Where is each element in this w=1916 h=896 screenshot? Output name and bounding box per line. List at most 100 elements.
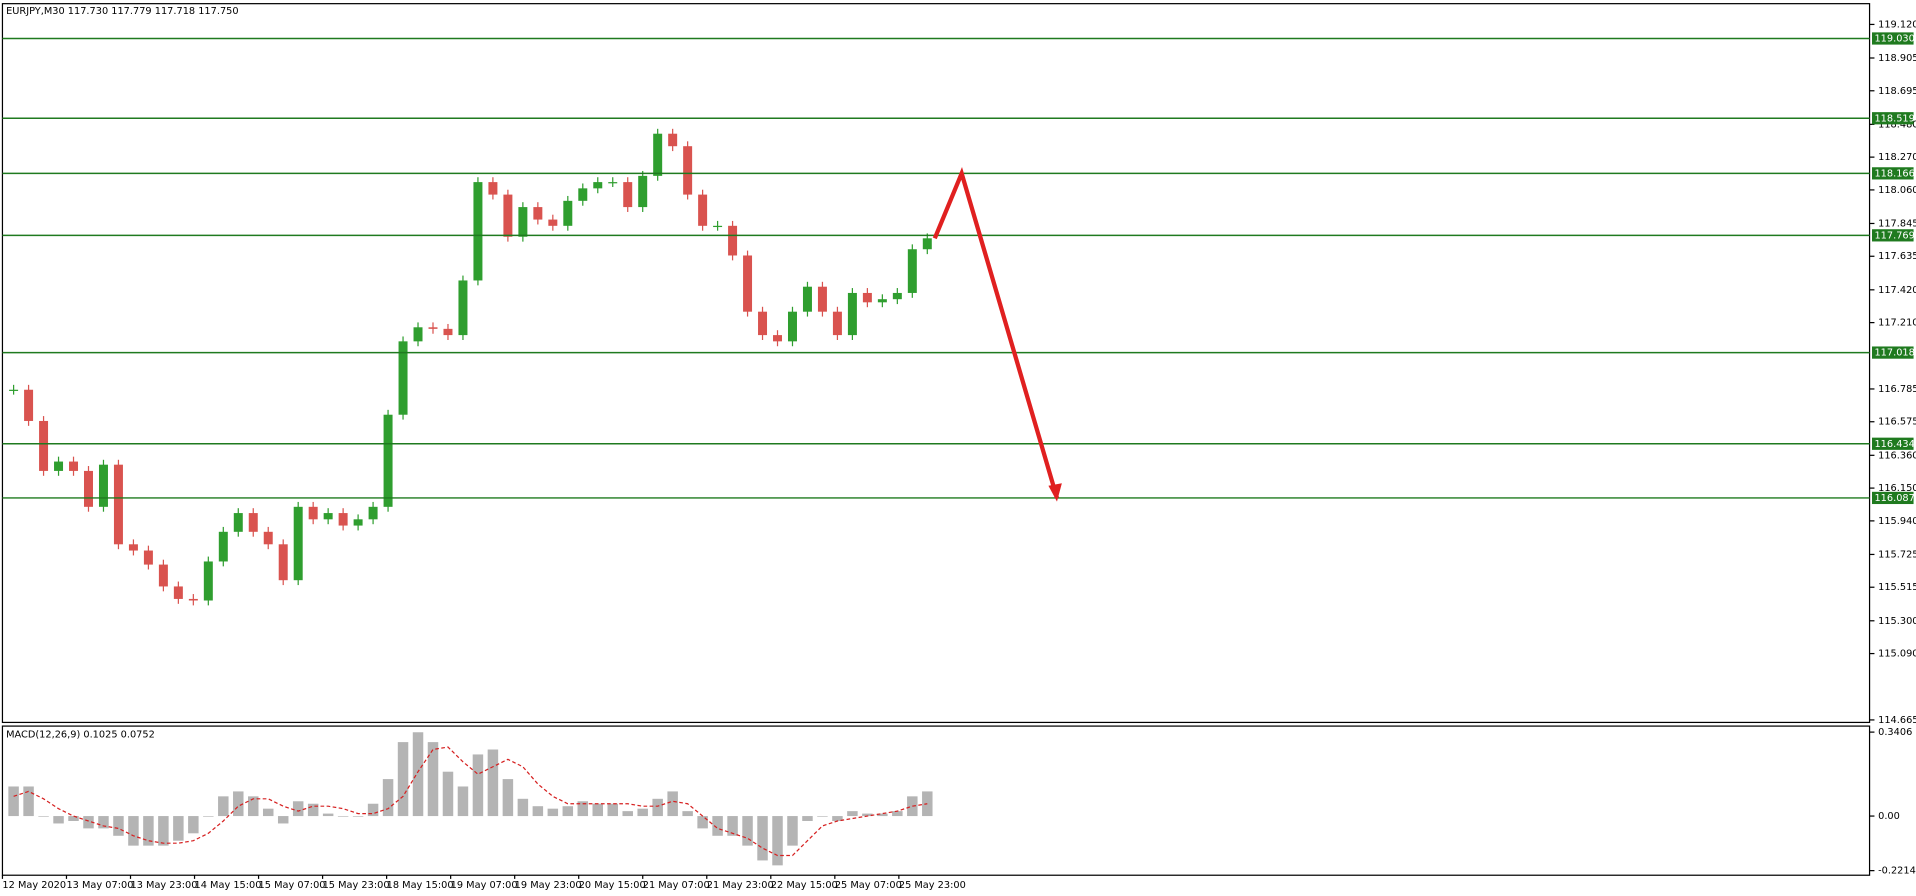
macd-bar — [128, 816, 139, 846]
chart-title: EURJPY,M30 117.730 117.779 117.718 117.7… — [6, 6, 238, 17]
macd-bar — [248, 796, 259, 817]
macd-bar — [817, 816, 828, 817]
macd-bar — [442, 771, 454, 817]
candle — [98, 464, 108, 507]
candle — [787, 311, 797, 342]
level-label: 116.434 — [1874, 439, 1914, 450]
candle — [188, 598, 198, 601]
candle — [158, 564, 168, 587]
macd-bar — [412, 732, 424, 817]
y-tick-label: 117.635 — [1878, 251, 1916, 262]
candle — [877, 299, 887, 303]
candle — [443, 328, 453, 336]
candle — [922, 238, 932, 250]
macd-bar — [68, 816, 79, 821]
y-tick-label: 118.270 — [1878, 152, 1916, 163]
candle — [113, 464, 123, 545]
candle — [383, 414, 393, 507]
y-tick-label: 116.785 — [1878, 384, 1916, 395]
macd-bar — [727, 816, 738, 836]
macd-bar — [577, 801, 589, 817]
candle — [758, 311, 768, 336]
candle — [368, 506, 378, 520]
candle — [892, 292, 902, 300]
y-tick-label: 117.420 — [1878, 285, 1916, 296]
y-tick-label: 117.210 — [1878, 318, 1916, 329]
macd-bar — [802, 816, 813, 821]
macd-bar — [592, 803, 604, 817]
price-panel — [1, 3, 1871, 724]
candle — [278, 544, 288, 581]
macd-bar — [292, 801, 304, 817]
y-tick-label: 119.120 — [1878, 19, 1916, 30]
macd-bar — [382, 779, 394, 817]
candle — [69, 461, 79, 471]
macd-bar — [8, 786, 19, 817]
candle — [623, 182, 633, 208]
candle — [143, 550, 153, 565]
candle — [338, 513, 348, 526]
candle — [743, 255, 753, 312]
candle — [353, 519, 363, 526]
macd-bar — [367, 803, 379, 817]
y-tick-label: 115.725 — [1878, 549, 1916, 560]
macd-title: MACD(12,26,9) 0.1025 0.0752 — [6, 730, 155, 741]
macd-bar — [397, 742, 409, 817]
macd-bar — [847, 811, 858, 817]
candle — [907, 249, 917, 293]
candle — [323, 513, 333, 520]
level-label: 118.519 — [1874, 113, 1914, 124]
y-tick-label: 114.665 — [1878, 715, 1916, 726]
candle — [713, 225, 723, 228]
macd-bar — [487, 749, 499, 817]
macd-bar — [307, 803, 319, 817]
x-tick-label: 14 May 15:00 — [195, 880, 262, 891]
macd-bar — [502, 779, 514, 817]
level-badge — [1872, 229, 1914, 242]
x-tick-label: 19 May 23:00 — [515, 880, 582, 891]
candle — [458, 280, 468, 336]
candle — [832, 311, 842, 336]
candle — [263, 531, 273, 545]
y-tick-label: 116.360 — [1878, 450, 1916, 461]
candle — [54, 461, 64, 471]
candle — [248, 513, 258, 532]
candle — [293, 506, 303, 581]
macd-bar — [53, 816, 64, 824]
candle — [593, 182, 603, 189]
level-badge — [1872, 491, 1914, 505]
candle — [653, 133, 663, 176]
macd-bar — [862, 813, 873, 817]
macd-bar — [233, 791, 244, 817]
candle — [578, 188, 588, 201]
candle — [802, 286, 812, 312]
level-label: 119.030 — [1874, 33, 1914, 44]
candle — [817, 286, 827, 312]
candle — [503, 194, 513, 237]
y-tick-label: -0.2214 — [1878, 866, 1916, 877]
macd-bar — [562, 806, 574, 817]
candle — [548, 219, 558, 226]
x-tick-label: 25 May 23:00 — [899, 880, 966, 891]
forecast-arrow — [932, 166, 1060, 499]
candle — [773, 335, 783, 342]
macd-bar — [607, 803, 618, 817]
y-tick-label: 118.905 — [1878, 53, 1916, 64]
macd-panel — [1, 725, 1871, 876]
candle — [233, 513, 243, 532]
y-tick-label: 0.3406 — [1878, 727, 1912, 738]
level-badge — [1872, 112, 1914, 125]
candle — [638, 175, 648, 208]
x-tick-label: 21 May 07:00 — [643, 880, 710, 891]
macd-bar — [652, 798, 663, 817]
candle — [218, 531, 228, 562]
y-tick-label: 115.940 — [1878, 516, 1916, 527]
macd-bar — [757, 816, 768, 861]
x-tick-label: 13 May 07:00 — [66, 880, 133, 891]
x-tick-label: 18 May 15:00 — [387, 880, 454, 891]
y-tick-label: 117.845 — [1878, 218, 1916, 229]
x-tick-label: 15 May 07:00 — [259, 880, 326, 891]
x-tick-label: 25 May 07:00 — [835, 880, 902, 891]
macd-bar — [38, 816, 49, 817]
